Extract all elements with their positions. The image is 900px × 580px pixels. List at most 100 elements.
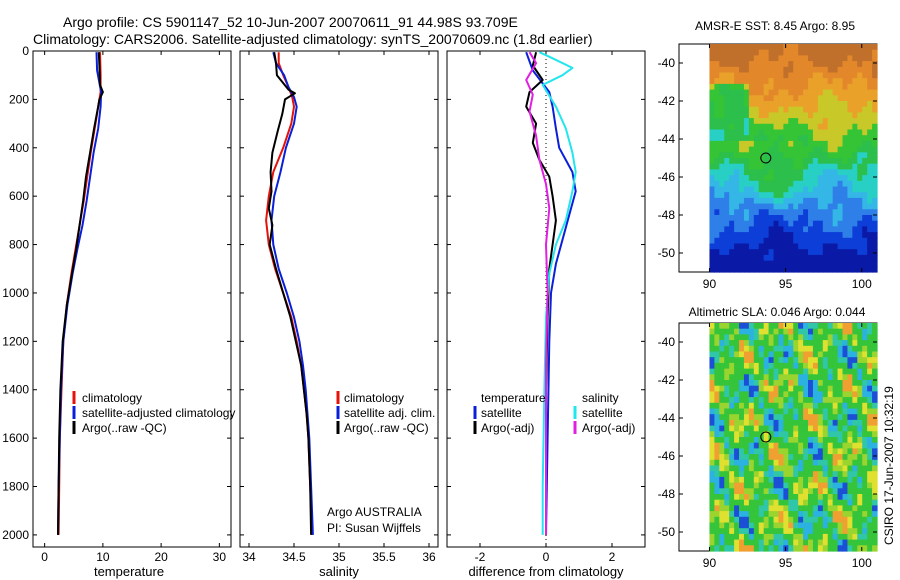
heatmap-cell bbox=[842, 146, 849, 153]
heatmap-cell bbox=[827, 140, 834, 148]
heatmap-cell bbox=[758, 505, 765, 512]
heatmap-cell bbox=[867, 44, 873, 51]
heatmap-cell bbox=[748, 499, 755, 506]
difference-x-axis: -2 0 2 bbox=[475, 51, 616, 564]
heatmap-cell bbox=[773, 72, 780, 79]
heatmap-cell bbox=[817, 533, 824, 541]
heatmap-cell bbox=[852, 83, 858, 91]
heatmap-cell bbox=[872, 340, 878, 347]
heatmap-cell bbox=[729, 175, 735, 182]
heatmap-cell bbox=[793, 437, 799, 444]
heatmap-cell bbox=[768, 89, 775, 96]
heatmap-cell bbox=[872, 368, 878, 375]
heatmap-cell bbox=[734, 72, 740, 79]
heatmap-cell bbox=[739, 345, 745, 353]
heatmap-cell bbox=[837, 351, 844, 358]
heatmap-cell bbox=[862, 112, 868, 119]
y-tick-label: 200 bbox=[9, 92, 29, 106]
heatmap-cell bbox=[748, 106, 755, 113]
heatmap-cell bbox=[832, 220, 839, 227]
heatmap-cell bbox=[812, 351, 819, 358]
heatmap-cell bbox=[758, 408, 765, 415]
heatmap-cell bbox=[832, 95, 839, 102]
legend-label-temp-satellite: satellite bbox=[481, 406, 522, 420]
heatmap-cell bbox=[788, 209, 794, 216]
heatmap-cell bbox=[734, 533, 740, 541]
heatmap-cell bbox=[827, 522, 834, 529]
heatmap-cell bbox=[867, 215, 873, 222]
heatmap-cell bbox=[842, 471, 849, 478]
heatmap-cell bbox=[808, 494, 814, 501]
heatmap-cell bbox=[748, 72, 755, 79]
heatmap-cell bbox=[729, 123, 735, 131]
heatmap-cell bbox=[758, 425, 765, 432]
heatmap-cell bbox=[847, 471, 853, 478]
heatmap-cell bbox=[739, 192, 745, 199]
heatmap-cell bbox=[872, 471, 878, 478]
heatmap-cell bbox=[842, 163, 849, 170]
heatmap-cell bbox=[709, 402, 715, 410]
heatmap-cell bbox=[778, 345, 784, 353]
heatmap-cell bbox=[803, 123, 809, 131]
heatmap-cell bbox=[729, 323, 735, 330]
heatmap-cell bbox=[822, 482, 829, 489]
heatmap-cell bbox=[808, 220, 814, 227]
heatmap-cell bbox=[812, 328, 819, 335]
heatmap-cell bbox=[822, 340, 829, 347]
heatmap-cell bbox=[808, 203, 814, 210]
heatmap-cell bbox=[808, 357, 814, 364]
legend-title-temperature: temperature bbox=[481, 391, 546, 405]
heatmap-cell bbox=[719, 175, 725, 182]
heatmap-cell bbox=[724, 266, 730, 273]
heatmap-cell bbox=[837, 254, 844, 262]
heatmap-cell bbox=[832, 459, 839, 467]
heatmap-cell bbox=[773, 476, 780, 484]
heatmap-cell bbox=[763, 203, 770, 210]
heatmap-cell bbox=[748, 175, 755, 182]
heatmap-cell bbox=[719, 488, 725, 495]
heatmap-cell bbox=[803, 83, 809, 91]
heatmap-cell bbox=[857, 397, 863, 404]
heatmap-cell bbox=[739, 368, 745, 375]
heatmap-cell bbox=[822, 175, 829, 182]
heatmap-cell bbox=[748, 419, 755, 427]
heatmap-cell bbox=[847, 266, 853, 273]
heatmap-cell bbox=[822, 459, 829, 467]
heatmap-cell bbox=[773, 414, 780, 421]
heatmap-cell bbox=[743, 351, 750, 358]
heatmap-cell bbox=[788, 431, 794, 438]
y-tick-label: -50 bbox=[658, 525, 676, 539]
heatmap-cell bbox=[783, 89, 789, 96]
heatmap-cell bbox=[812, 175, 819, 182]
heatmap-cell bbox=[852, 123, 858, 131]
heatmap-cell bbox=[743, 123, 750, 131]
heatmap-cell bbox=[783, 334, 789, 341]
heatmap-cell bbox=[783, 425, 789, 432]
heatmap-cell bbox=[734, 488, 740, 495]
heatmap-cell bbox=[758, 226, 765, 233]
heatmap-cell bbox=[748, 516, 755, 524]
heatmap-cell bbox=[842, 539, 849, 546]
heatmap-cell bbox=[714, 368, 720, 375]
heatmap-cell bbox=[837, 192, 844, 199]
heatmap-cell bbox=[822, 351, 829, 358]
heatmap-cell bbox=[847, 516, 853, 524]
heatmap-cell bbox=[808, 499, 814, 506]
heatmap-cell bbox=[734, 243, 740, 250]
heatmap-cell bbox=[817, 169, 824, 176]
heatmap-cell bbox=[812, 101, 819, 108]
heatmap-cell bbox=[709, 95, 715, 102]
heatmap-cell bbox=[842, 533, 849, 541]
heatmap-cell bbox=[758, 101, 765, 108]
heatmap-cell bbox=[847, 437, 853, 444]
heatmap-cell bbox=[798, 374, 804, 381]
heatmap-cell bbox=[832, 83, 839, 91]
heatmap-cell bbox=[753, 215, 760, 222]
heatmap-cell bbox=[729, 140, 735, 148]
heatmap-cell bbox=[758, 55, 765, 62]
heatmap-cell bbox=[729, 482, 735, 489]
heatmap-cell bbox=[842, 66, 849, 74]
heatmap-cell bbox=[842, 152, 849, 159]
heatmap-cell bbox=[719, 448, 725, 455]
heatmap-cell bbox=[862, 385, 868, 392]
